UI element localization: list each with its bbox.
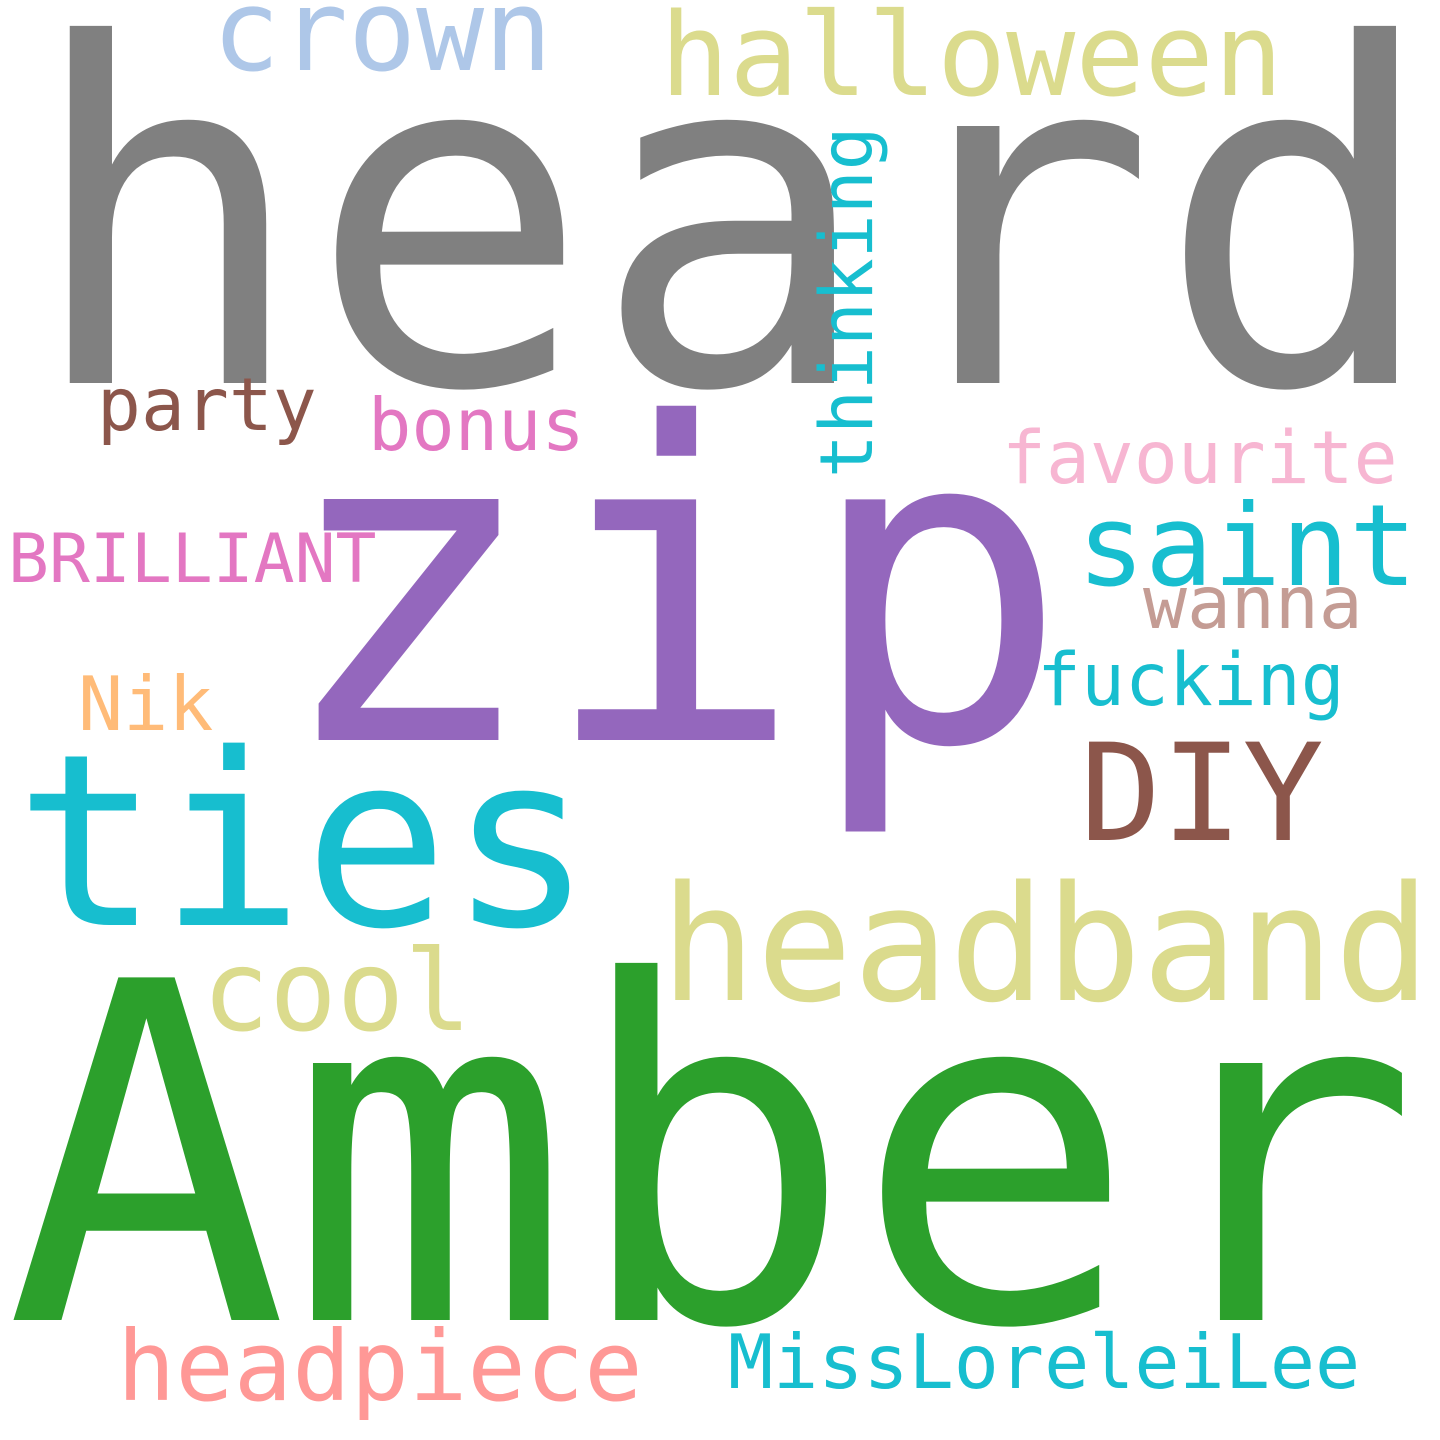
word: headband [660, 851, 1431, 1038]
word: MissLoreleiLee [728, 1318, 1360, 1406]
word: favourite [1002, 416, 1398, 501]
word: headpiece [117, 1310, 643, 1423]
word: saint [1077, 480, 1417, 612]
word: thinking [805, 126, 890, 478]
word: wanna [1143, 561, 1363, 646]
word: fucking [1037, 638, 1345, 723]
word: crown [212, 0, 552, 97]
word: Nik [78, 660, 213, 748]
word: heard [25, 0, 1440, 494]
word: halloween [660, 0, 1283, 123]
word: zip [275, 332, 1070, 844]
word: party [97, 363, 317, 448]
word: Amber [5, 884, 1420, 1431]
word: ties [15, 702, 593, 982]
word: BRILLIANT [8, 520, 376, 599]
word: DIY [1080, 715, 1324, 872]
word: bonus [368, 383, 585, 467]
word: cool [202, 927, 472, 1057]
